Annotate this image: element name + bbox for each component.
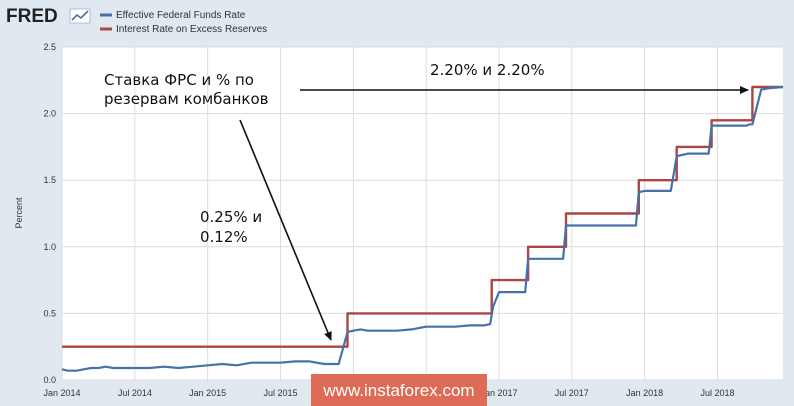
x-tick-label: Jul 2014 (118, 388, 152, 398)
legend-label-effr: Effective Federal Funds Rate (116, 10, 246, 21)
x-tick-label: Jan 2017 (480, 388, 517, 398)
series-lines (61, 85, 784, 372)
x-tick-label: Jan 2018 (626, 388, 663, 398)
x-tick-label: Jan 2014 (43, 388, 80, 398)
plot-area (62, 47, 783, 380)
y-tick-label: 1.0 (43, 242, 56, 252)
series-line-effr (61, 85, 784, 372)
grid-lines (61, 46, 783, 381)
fred-logo[interactable]: FRED (6, 6, 58, 27)
y-tick-label: 1.5 (43, 175, 56, 185)
x-tick-label: Jul 2018 (700, 388, 734, 398)
fred-logo-icon (69, 8, 91, 24)
y-tick-label: 2.0 (43, 109, 56, 119)
annotation-fed-rate-line1: Ставка ФРС и % по (104, 71, 254, 89)
y-tick-label: 2.5 (43, 42, 56, 52)
x-tick-label: Jan 2015 (189, 388, 226, 398)
annotations: Ставка ФРС и % по резервам комбанков 0.2… (104, 61, 749, 341)
annotation-fed-rate-line2: резервам комбанков (104, 90, 268, 108)
chart-legend: Effective Federal Funds Rate Interest Ra… (100, 10, 267, 35)
watermark: www.instaforex.com (311, 374, 487, 406)
x-tick-label: Jul 2015 (263, 388, 297, 398)
watermark-text: www.instaforex.com (322, 381, 474, 400)
series-line-ioer (62, 85, 783, 348)
y-tick-label: 0.0 (43, 375, 56, 385)
x-tick-label: Jul 2017 (555, 388, 589, 398)
y-tick-label: 0.5 (43, 308, 56, 318)
annotation-2018: 2.20% и 2.20% (430, 61, 545, 79)
annotation-2014-line2: 0.12% (200, 228, 248, 246)
annotation-arrow-down (239, 119, 332, 341)
legend-label-ioer: Interest Rate on Excess Reserves (116, 24, 267, 35)
annotation-2014-line1: 0.25% и (200, 208, 262, 226)
y-axis-label: Percent (14, 197, 24, 229)
